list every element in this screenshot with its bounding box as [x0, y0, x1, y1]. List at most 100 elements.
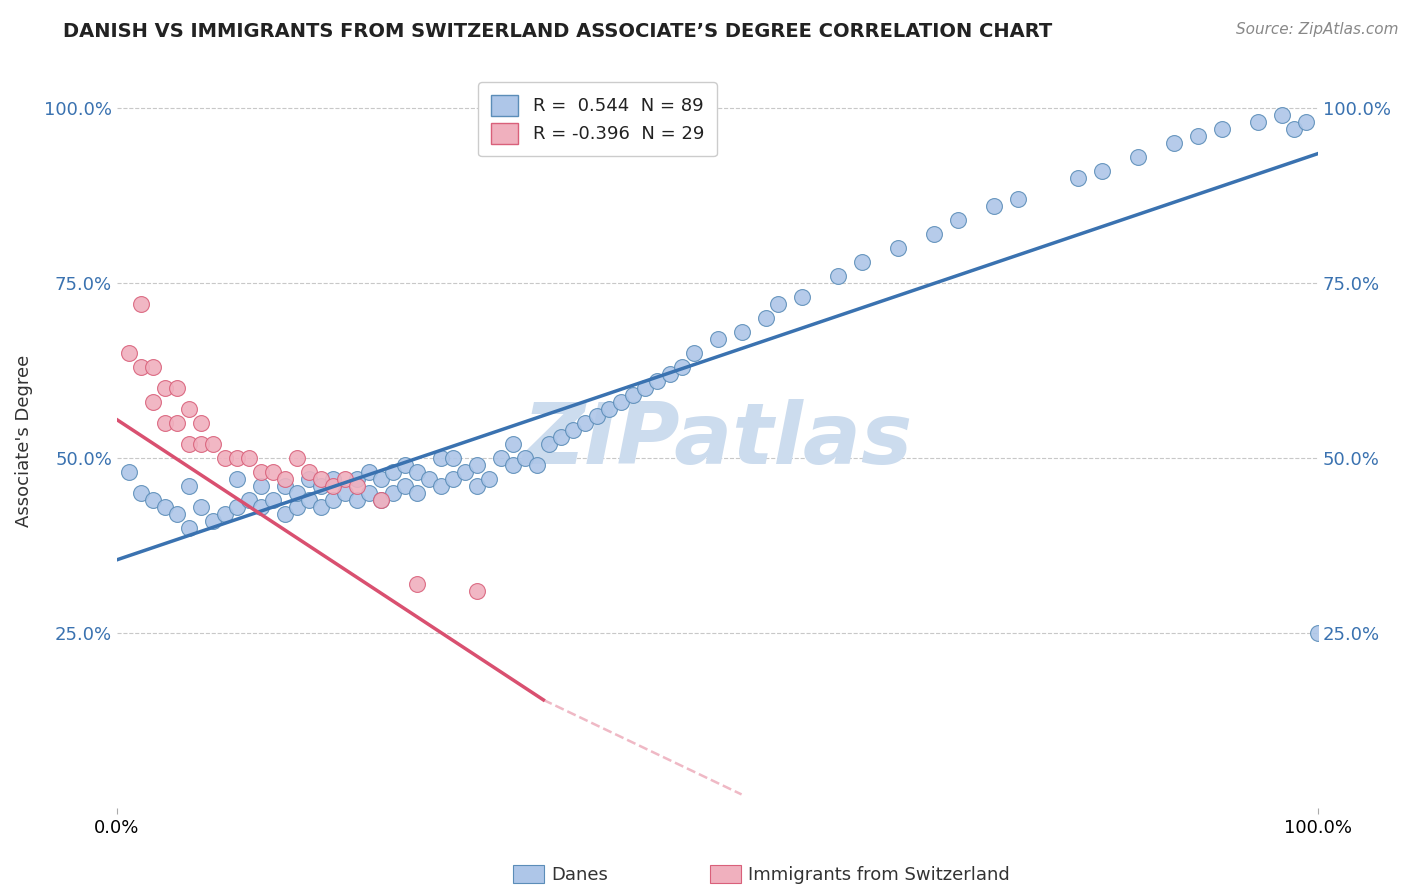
Point — [827, 269, 849, 284]
Point — [766, 297, 789, 311]
Point — [129, 486, 152, 500]
Point — [166, 508, 188, 522]
Point — [118, 346, 141, 360]
Point — [562, 423, 585, 437]
Point — [262, 493, 284, 508]
Point — [118, 465, 141, 479]
Point — [382, 465, 405, 479]
Point — [202, 514, 225, 528]
Point — [153, 381, 176, 395]
Text: ZIPatlas: ZIPatlas — [523, 400, 912, 483]
Text: DANISH VS IMMIGRANTS FROM SWITZERLAND ASSOCIATE’S DEGREE CORRELATION CHART: DANISH VS IMMIGRANTS FROM SWITZERLAND AS… — [63, 22, 1053, 41]
Point — [1271, 108, 1294, 122]
Point — [285, 451, 308, 466]
Point — [177, 437, 200, 451]
Point — [129, 360, 152, 375]
Point — [166, 416, 188, 430]
Point — [1091, 164, 1114, 178]
Point — [226, 472, 249, 486]
Point — [406, 486, 429, 500]
Point — [1126, 150, 1149, 164]
Point — [598, 402, 620, 417]
Point — [309, 479, 332, 493]
Point — [983, 199, 1005, 213]
Point — [406, 465, 429, 479]
Point — [285, 486, 308, 500]
Point — [359, 465, 381, 479]
Point — [298, 493, 321, 508]
Point — [658, 367, 681, 381]
Point — [190, 500, 212, 515]
Point — [190, 437, 212, 451]
Point — [706, 332, 728, 346]
Point — [250, 500, 273, 515]
Point — [502, 437, 524, 451]
Point — [394, 479, 416, 493]
Point — [177, 479, 200, 493]
Point — [946, 213, 969, 227]
Point — [190, 416, 212, 430]
Point — [274, 508, 297, 522]
Point — [394, 458, 416, 473]
Point — [214, 451, 236, 466]
Point — [671, 360, 693, 375]
Point — [322, 472, 344, 486]
Point — [309, 500, 332, 515]
Point — [478, 472, 501, 486]
Point — [538, 437, 561, 451]
Point — [1067, 171, 1090, 186]
Point — [177, 402, 200, 417]
Point — [250, 479, 273, 493]
Point — [1295, 115, 1317, 129]
Point — [1163, 136, 1185, 150]
Point — [262, 465, 284, 479]
Point — [406, 577, 429, 591]
Point — [851, 255, 873, 269]
Point — [634, 381, 657, 395]
Point — [359, 486, 381, 500]
Point — [647, 374, 669, 388]
Point — [142, 395, 165, 409]
Point — [214, 508, 236, 522]
Point — [526, 458, 548, 473]
Point — [238, 451, 260, 466]
Point — [922, 227, 945, 241]
Point — [309, 472, 332, 486]
Point — [142, 360, 165, 375]
Point — [153, 416, 176, 430]
Point — [166, 381, 188, 395]
Point — [346, 472, 368, 486]
Point — [285, 500, 308, 515]
Point — [430, 479, 453, 493]
Point — [441, 472, 464, 486]
Point — [441, 451, 464, 466]
Point — [370, 472, 392, 486]
Point — [370, 493, 392, 508]
Point — [1187, 128, 1209, 143]
Point — [250, 465, 273, 479]
Point — [298, 472, 321, 486]
Point — [465, 584, 488, 599]
Point — [730, 325, 752, 339]
Point — [502, 458, 524, 473]
Point — [1308, 626, 1330, 640]
Point — [142, 493, 165, 508]
Point — [790, 290, 813, 304]
Point — [382, 486, 405, 500]
Y-axis label: Associate's Degree: Associate's Degree — [15, 355, 32, 527]
Point — [1007, 192, 1029, 206]
Point — [177, 521, 200, 535]
Point — [129, 297, 152, 311]
Point — [454, 465, 477, 479]
Text: Danes: Danes — [551, 866, 607, 884]
Point — [515, 451, 537, 466]
Point — [202, 437, 225, 451]
Point — [491, 451, 513, 466]
Point — [298, 465, 321, 479]
Point — [1247, 115, 1270, 129]
Point — [322, 479, 344, 493]
Point — [886, 241, 908, 255]
Point — [322, 493, 344, 508]
Point — [465, 458, 488, 473]
Point — [226, 500, 249, 515]
